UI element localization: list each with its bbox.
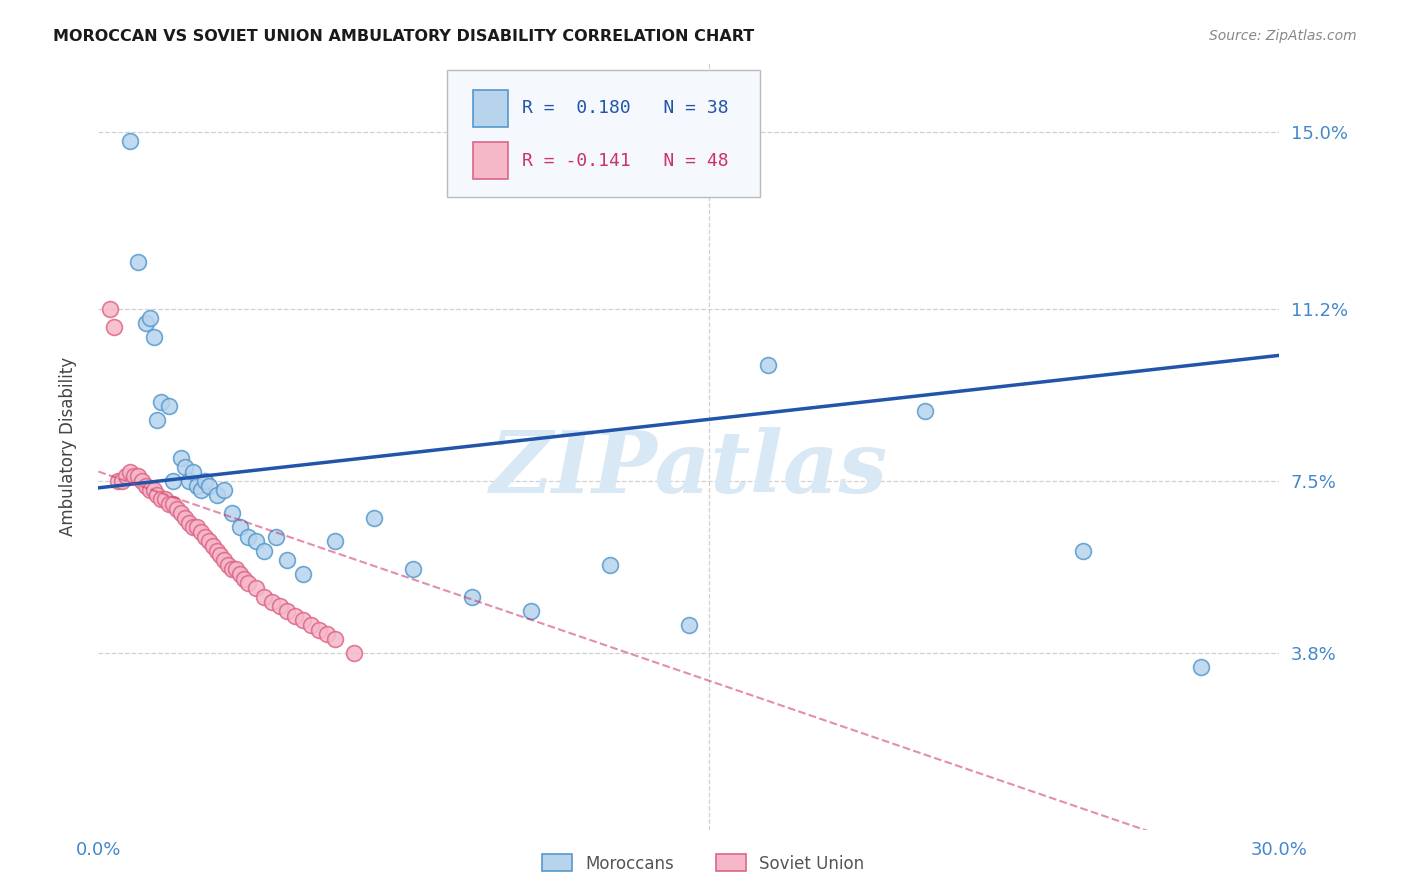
Point [194,530,217,544]
Point [170,507,193,521]
Point [343,646,366,660]
Point [135,478,157,492]
Point [308,623,330,637]
Point [276,604,298,618]
Point [225,562,247,576]
Point [103,320,125,334]
Point [236,530,259,544]
Point [461,590,484,604]
Point [162,474,184,488]
Point [146,488,169,502]
Point [122,469,145,483]
Point [190,483,212,498]
Point [229,566,252,581]
Point [111,474,134,488]
Point [276,553,298,567]
Point [520,604,543,618]
Point [236,576,259,591]
Point [217,558,239,572]
Point [402,562,425,576]
Point [253,543,276,558]
Point [221,507,243,521]
Point [162,497,184,511]
Point [284,608,307,623]
Point [190,524,212,539]
Point [131,474,153,488]
Point [299,618,322,632]
Point [201,539,224,553]
Point [170,450,193,465]
Point [177,474,200,488]
Point [678,618,700,632]
Point [1071,543,1094,558]
Point [214,553,236,567]
Point [205,543,228,558]
Point [157,497,180,511]
Point [174,459,197,474]
Point [1189,660,1212,674]
Point [186,478,208,492]
FancyBboxPatch shape [472,90,508,127]
Point [264,530,287,544]
Point [292,613,315,627]
Text: ZIPatlas: ZIPatlas [489,427,889,511]
Point [756,358,779,372]
Point [197,478,219,492]
Point [107,474,129,488]
Text: R = -0.141   N = 48: R = -0.141 N = 48 [523,152,730,169]
Point [142,330,165,344]
Point [115,469,138,483]
Point [98,301,121,316]
Point [166,501,188,516]
Legend: Moroccans, Soviet Union: Moroccans, Soviet Union [536,847,870,880]
Point [118,465,141,479]
Point [146,413,169,427]
Point [245,534,267,549]
Point [142,483,165,498]
Point [363,511,385,525]
FancyBboxPatch shape [472,142,508,179]
Point [292,566,315,581]
Point [229,520,252,534]
Point [197,534,219,549]
Point [138,311,160,326]
Point [138,483,160,498]
FancyBboxPatch shape [447,70,759,197]
Point [127,255,149,269]
Point [323,534,346,549]
Point [205,488,228,502]
Point [174,511,197,525]
Point [323,632,346,646]
Point [214,483,236,498]
Point [118,135,141,149]
Point [221,562,243,576]
Point [177,516,200,530]
Point [599,558,621,572]
Y-axis label: Ambulatory Disability: Ambulatory Disability [59,357,77,535]
Point [194,474,217,488]
Point [245,581,267,595]
Text: Source: ZipAtlas.com: Source: ZipAtlas.com [1209,29,1357,43]
Point [181,520,204,534]
Point [209,548,232,562]
Point [914,404,936,418]
Point [186,520,208,534]
Point [135,316,157,330]
Point [181,465,204,479]
Point [155,492,177,507]
Point [233,572,256,586]
Point [157,400,180,414]
Point [260,595,283,609]
Text: MOROCCAN VS SOVIET UNION AMBULATORY DISABILITY CORRELATION CHART: MOROCCAN VS SOVIET UNION AMBULATORY DISA… [53,29,755,44]
Point [253,590,276,604]
Point [269,599,291,614]
Point [150,492,173,507]
Point [315,627,337,641]
Point [150,394,173,409]
Point [127,469,149,483]
Text: R =  0.180   N = 38: R = 0.180 N = 38 [523,100,730,118]
